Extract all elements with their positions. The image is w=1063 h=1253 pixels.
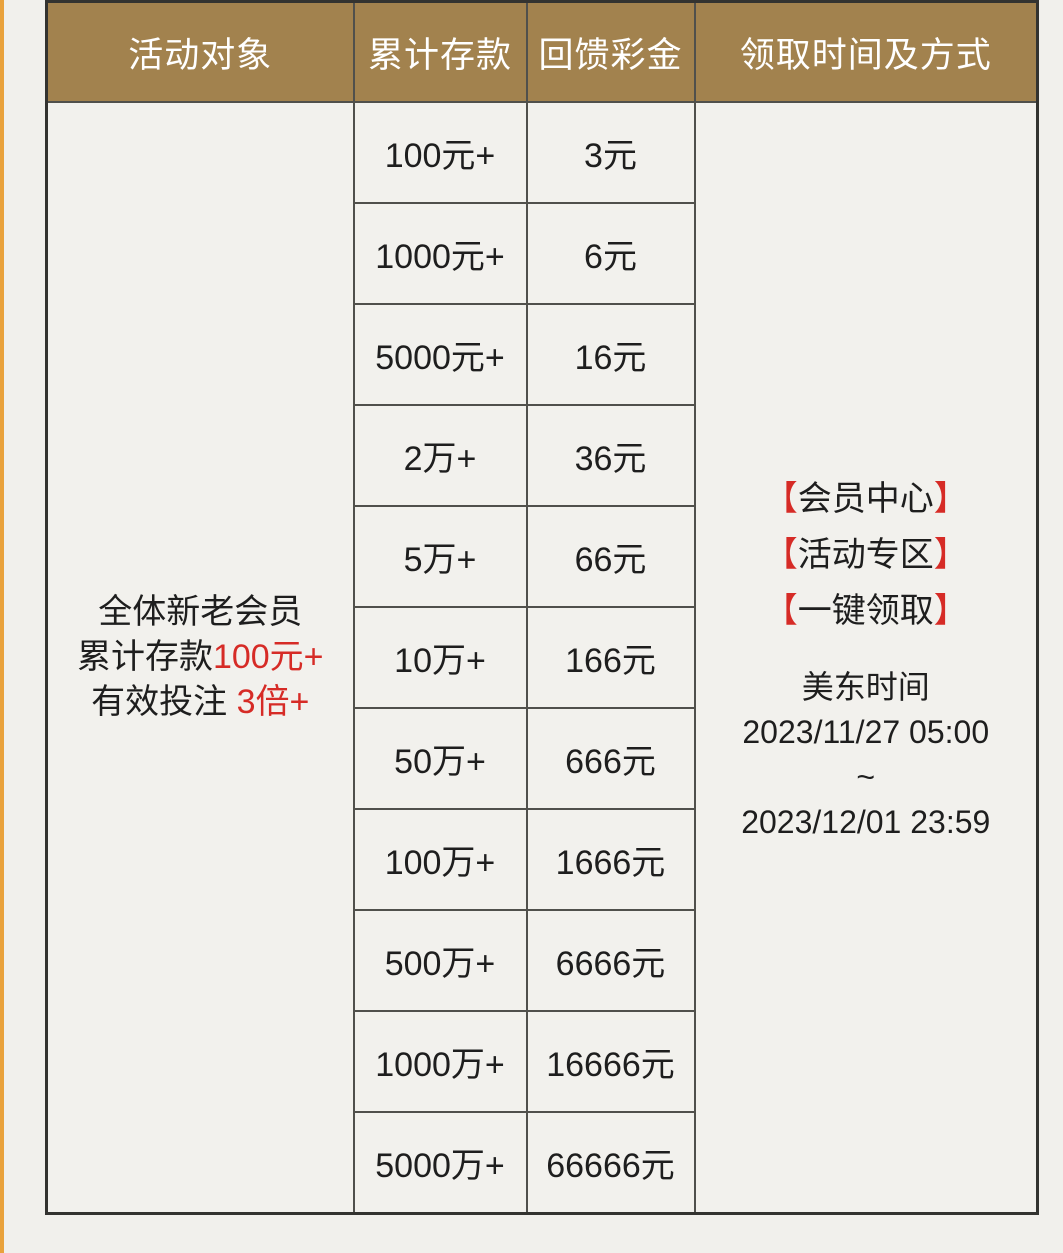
audience-line-3: 有效投注 3倍+	[91, 683, 310, 721]
deposit-tier-cell: 5000万+	[352, 1111, 528, 1215]
deposit-tier-cell: 500万+	[352, 909, 528, 1012]
table-row: 10万+ 166元	[47, 606, 1038, 709]
claim-step-member-center: 【会员中心】	[763, 479, 968, 518]
bonus-amount-cell: 6666元	[525, 909, 696, 1012]
deposit-tier-cell: 1000元+	[352, 202, 528, 305]
deposit-tier-cell: 10万+	[352, 606, 528, 709]
column-header-bonus: 回馈彩金	[525, 0, 696, 103]
column-header-deposit: 累计存款	[352, 0, 528, 103]
bracket-open: 【	[763, 479, 798, 518]
deposit-tier-cell: 100元+	[352, 101, 528, 204]
audience-line-1: 全体新老会员	[98, 593, 303, 631]
end-time: 2023/12/01 23:59	[741, 803, 991, 840]
claim-time-block: 美东时间 2023/11/27 05:00 ~ 2023/12/01 23:59	[697, 665, 1036, 845]
bracket-open: 【	[763, 535, 798, 574]
header-row: 活动对象 累计存款 回馈彩金 领取时间及方式	[45, 0, 1039, 103]
table-row: 1000万+ 16666元	[47, 1010, 1038, 1113]
bracket-close: 】	[933, 535, 968, 574]
bonus-amount-cell: 6元	[525, 202, 696, 305]
bonus-amount-cell: 16元	[525, 303, 696, 406]
audience-cell: 全体新老会员 累计存款100元+ 有效投注 3倍+	[45, 101, 355, 1215]
bonus-amount-cell: 3元	[525, 101, 696, 204]
table-row: 5000万+ 66666元	[47, 1111, 1038, 1215]
claim-info-cell: 【会员中心】 【活动专区】 【一键领取】 美东时间 2023/11/27 05:…	[693, 101, 1039, 1215]
deposit-requirement-highlight: 100元+	[212, 638, 324, 676]
claim-steps-block: 【会员中心】 【活动专区】 【一键领取】	[697, 471, 1036, 639]
table-row: 100万+ 1666元	[47, 808, 1038, 911]
bonus-amount-cell: 36元	[525, 404, 696, 507]
deposit-tier-cell: 100万+	[352, 808, 528, 911]
timezone-label: 美东时间	[801, 668, 930, 705]
deposit-tier-cell: 5000元+	[352, 303, 528, 406]
bonus-amount-cell: 1666元	[525, 808, 696, 911]
deposit-tier-cell: 2万+	[352, 404, 528, 507]
bonus-amount-cell: 16666元	[525, 1010, 696, 1113]
column-header-audience: 活动对象	[45, 0, 355, 103]
wager-requirement-highlight: 3倍+	[236, 683, 310, 721]
start-time: 2023/11/27 05:00	[742, 713, 990, 750]
deposit-tier-cell: 50万+	[352, 707, 528, 810]
audience-line-2: 累计存款100元+	[76, 638, 324, 676]
table-row: 50万+ 666元	[47, 707, 1038, 810]
claim-step-promo-zone: 【活动专区】	[763, 535, 968, 574]
bonus-amount-cell: 666元	[525, 707, 696, 810]
bonus-amount-cell: 66元	[525, 505, 696, 608]
bracket-close: 】	[933, 591, 968, 630]
bonus-amount-cell: 166元	[525, 606, 696, 709]
deposit-tier-cell: 1000万+	[352, 1010, 528, 1113]
table-row: 全体新老会员 累计存款100元+ 有效投注 3倍+ 100元+ 3元 【会员中心…	[45, 101, 1039, 1215]
bonus-amount-cell: 66666元	[525, 1111, 696, 1215]
bracket-close: 】	[933, 479, 968, 518]
time-range-separator: ~	[856, 758, 876, 795]
table-row: 1000元+ 6元	[47, 202, 1038, 305]
promo-tier-table: 活动对象 累计存款 回馈彩金 领取时间及方式 全体新老会员 累计存款100元+ …	[45, 0, 1039, 1215]
table-row: 2万+ 36元	[47, 404, 1038, 507]
deposit-tier-cell: 5万+	[352, 505, 528, 608]
column-header-claim: 领取时间及方式	[693, 0, 1039, 103]
table-row: 5万+ 66元	[47, 505, 1038, 608]
claim-step-one-click-claim: 【一键领取】	[763, 591, 968, 630]
table-row: 500万+ 6666元	[47, 909, 1038, 1012]
table-row: 5000元+ 16元	[47, 303, 1038, 406]
bracket-open: 【	[763, 591, 798, 630]
left-accent-strip	[0, 0, 4, 1253]
